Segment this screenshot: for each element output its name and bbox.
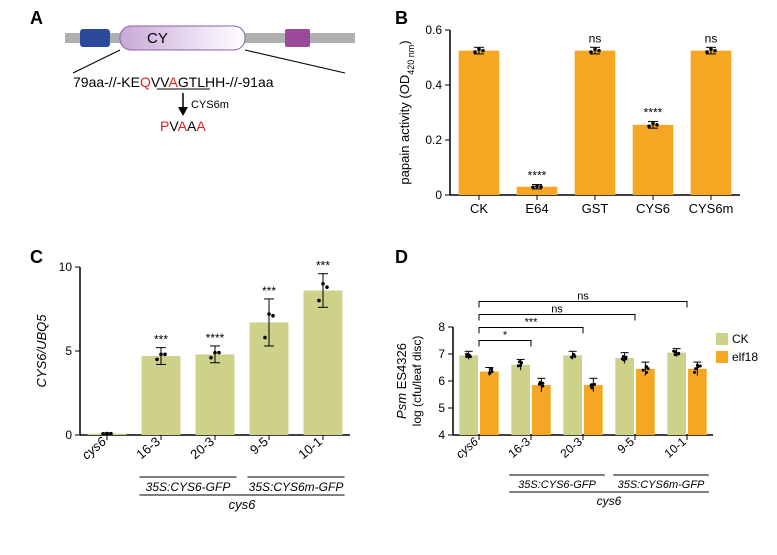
- svg-text:CYS6m: CYS6m: [689, 201, 734, 216]
- svg-text:CK: CK: [470, 201, 488, 216]
- svg-text:7: 7: [438, 347, 445, 361]
- svg-text:CYS6/UBQ5: CYS6/UBQ5: [34, 314, 49, 388]
- svg-text:elf18: elf18: [732, 350, 758, 364]
- svg-text:CK: CK: [732, 332, 749, 346]
- svg-text:***: ***: [316, 259, 330, 273]
- svg-text:9-5: 9-5: [247, 434, 271, 458]
- panel-a-label: A: [30, 8, 43, 29]
- svg-text:GST: GST: [582, 201, 609, 216]
- svg-text:35S:CYS6-GFP: 35S:CYS6-GFP: [146, 480, 231, 494]
- svg-text:*: *: [503, 330, 508, 342]
- svg-text:Psm ES4326: Psm ES4326: [394, 343, 409, 419]
- svg-text:10-1: 10-1: [662, 434, 690, 460]
- svg-text:****: ****: [528, 169, 547, 183]
- svg-text:9-5: 9-5: [615, 434, 638, 456]
- svg-text:0: 0: [435, 188, 442, 202]
- svg-text:cys6: cys6: [597, 494, 622, 508]
- domain-box-1: [80, 29, 110, 47]
- svg-text:16-3: 16-3: [133, 434, 163, 462]
- svg-text:6: 6: [438, 374, 445, 388]
- svg-text:***: ***: [154, 333, 168, 347]
- svg-text:10-1: 10-1: [295, 434, 325, 462]
- svg-text:cys6: cys6: [453, 434, 481, 461]
- svg-text:10: 10: [59, 260, 73, 274]
- svg-text:35S:CYS6m-GFP: 35S:CYS6m-GFP: [618, 479, 705, 491]
- svg-text:***: ***: [262, 284, 276, 298]
- panel-d-chart: 4 5 6 7 8 Psm ES4326log (cfu/leaf disc) CK elf1…: [388, 252, 776, 552]
- svg-text:****: ****: [206, 331, 225, 345]
- mutant-sequence: PVAAA: [160, 118, 206, 134]
- svg-text:E64: E64: [525, 201, 548, 216]
- svg-text:CYS6: CYS6: [636, 201, 670, 216]
- svg-text:0.4: 0.4: [425, 78, 442, 92]
- svg-text:cys6: cys6: [229, 497, 257, 512]
- panel-c-chart: 0 5 10 CYS6/UBQ5 cys6 16-3 *** 20-3 **** 9-5 *** 10…: [30, 252, 375, 552]
- svg-text:5: 5: [438, 401, 445, 415]
- domain-box-2: [285, 29, 310, 47]
- svg-text:16-3: 16-3: [506, 434, 534, 460]
- svg-text:0: 0: [65, 428, 72, 442]
- svg-text:papain activity (OD420 nm): papain activity (OD420 nm): [397, 40, 416, 184]
- panel-a-diagram: CY 79aa-//-KEQVVAGTLHH-//-91aa CYS6m PVA…: [55, 15, 365, 170]
- cy-domain-box: [120, 26, 245, 50]
- svg-text:****: ****: [644, 106, 663, 120]
- svg-text:0.6: 0.6: [425, 23, 442, 37]
- svg-text:ns: ns: [577, 291, 589, 303]
- svg-text:35S:CYS6-GFP: 35S:CYS6-GFP: [518, 479, 596, 491]
- svg-text:log (cfu/leaf disc): log (cfu/leaf disc): [410, 336, 424, 427]
- svg-text:***: ***: [525, 317, 539, 329]
- svg-text:0.2: 0.2: [425, 133, 442, 147]
- svg-text:8: 8: [438, 320, 445, 334]
- svg-text:5: 5: [65, 344, 72, 358]
- svg-text:ns: ns: [705, 31, 718, 45]
- cy-label: CY: [147, 30, 168, 47]
- svg-text:ns: ns: [589, 31, 602, 45]
- svg-text:ns: ns: [551, 304, 563, 316]
- svg-text:cys6: cys6: [79, 433, 110, 462]
- sequence-text: 79aa-//-KEQVVAGTLHH-//-91aa: [73, 74, 274, 90]
- panel-b-chart: 0 0.2 0.4 0.6 papain activity (OD420 nm) CK E6…: [395, 10, 765, 235]
- svg-text:20-3: 20-3: [187, 434, 217, 462]
- arrow-label: CYS6m: [191, 99, 229, 111]
- svg-text:35S:CYS6m-GFP: 35S:CYS6m-GFP: [249, 480, 344, 494]
- svg-text:20-3: 20-3: [558, 434, 586, 460]
- svg-text:4: 4: [438, 428, 445, 442]
